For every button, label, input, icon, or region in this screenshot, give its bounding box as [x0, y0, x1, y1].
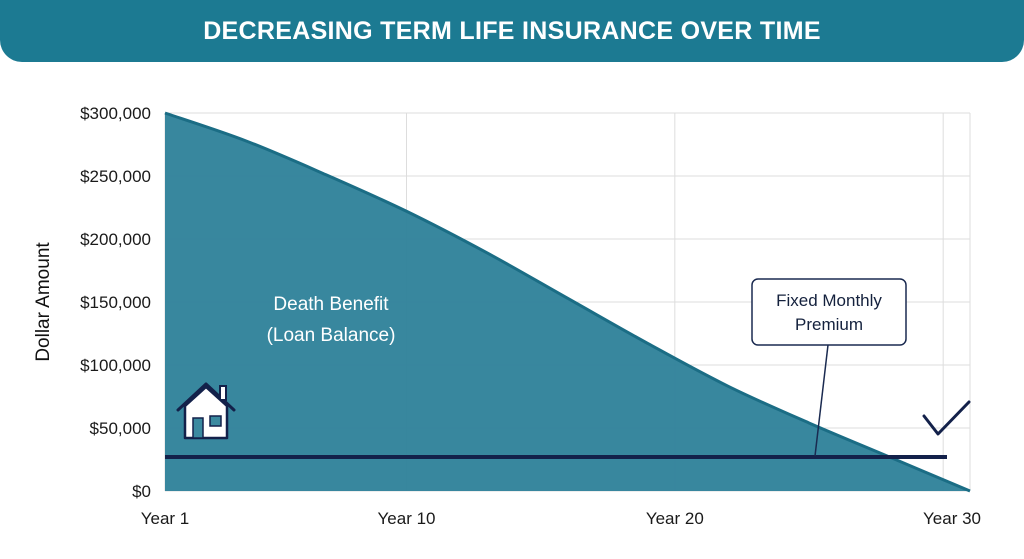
- x-tick-label: Year 1: [141, 509, 190, 528]
- y-tick-labels: $0 $50,000 $100,000 $150,000 $200,000 $250,00…: [80, 104, 151, 501]
- death-benefit-label: Death Benefit (Loan Balance): [267, 294, 396, 346]
- callout-line-2: Premium: [795, 315, 863, 334]
- death-benefit-area: [165, 113, 970, 491]
- callout-leader-line: [814, 344, 829, 457]
- y-axis-title: Dollar Amount: [33, 242, 54, 362]
- y-tick-label: $250,000: [80, 167, 151, 186]
- y-tick-label: $150,000: [80, 293, 151, 312]
- x-tick-label: Year 10: [378, 509, 436, 528]
- premium-callout: Fixed Monthly Premium: [751, 278, 907, 457]
- title-banner: DECREASING TERM LIFE INSURANCE OVER TIME: [0, 0, 1024, 62]
- chart-title: DECREASING TERM LIFE INSURANCE OVER TIME: [203, 16, 821, 45]
- x-tick-label: Year 20: [646, 509, 704, 528]
- y-tick-label: $200,000: [80, 230, 151, 249]
- house-icon: [176, 382, 236, 440]
- x-tick-label: Year 30: [923, 509, 981, 528]
- callout-line-1: Fixed Monthly: [776, 291, 882, 310]
- death-benefit-label-line-2: (Loan Balance): [267, 325, 396, 346]
- death-benefit-label-line-1: Death Benefit: [273, 294, 389, 315]
- checkmark-icon: [922, 400, 971, 436]
- callout-box: [751, 278, 907, 346]
- x-tick-labels: Year 1 Year 10 Year 20 Year 30: [141, 509, 981, 528]
- y-tick-label: $100,000: [80, 356, 151, 375]
- death-benefit-line: [164, 111, 971, 493]
- y-tick-label: $0: [132, 482, 151, 501]
- y-tick-label: $50,000: [90, 419, 151, 438]
- y-tick-label: $300,000: [80, 104, 151, 123]
